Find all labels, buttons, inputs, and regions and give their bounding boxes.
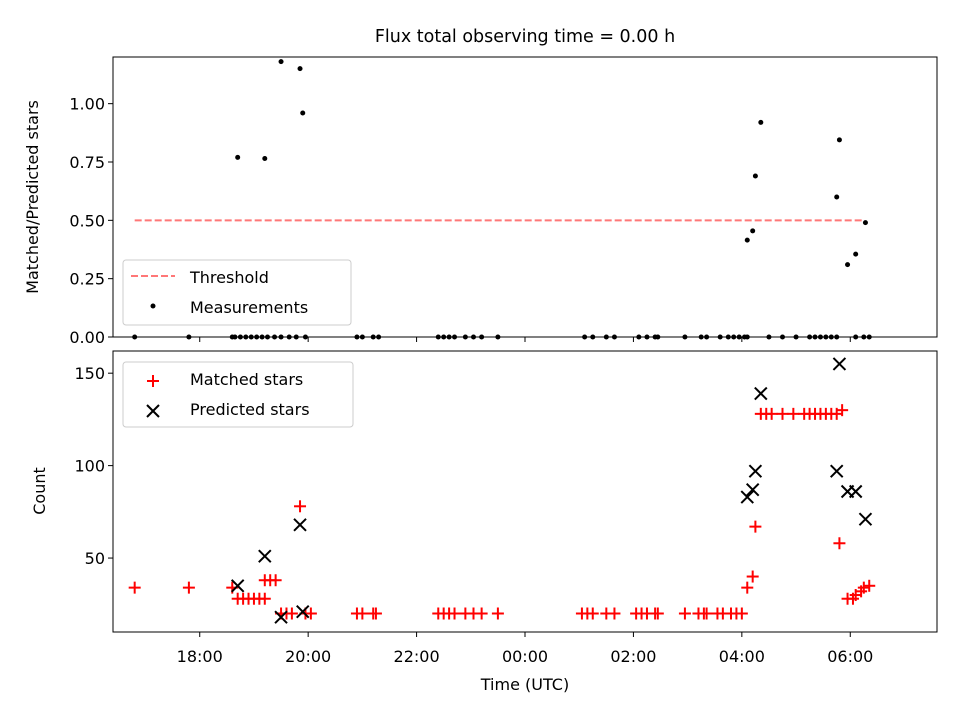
matched-star-point	[475, 607, 488, 620]
matched-star-point	[258, 592, 271, 605]
matched-star-point	[369, 607, 382, 620]
predicted-star-point	[858, 512, 873, 526]
legend-threshold-label: Threshold	[189, 268, 269, 287]
matched-star-point	[586, 607, 599, 620]
measurement-point	[752, 173, 758, 179]
measurement-point	[836, 137, 842, 143]
matched-star-point	[787, 407, 800, 420]
top-y-axis: 0.00 0.25 0.50 0.75 1.00	[69, 95, 113, 347]
predicted-star-point	[745, 482, 760, 497]
measurement-point	[744, 237, 750, 243]
bottom-x-tick-label: 20:00	[285, 647, 331, 666]
top-legend: Threshold Measurements	[122, 259, 352, 326]
top-y-tick-label: 0.75	[69, 153, 105, 172]
bottom-panel: 50 100 150 18:00 20:00 22:00 00:00 02:00 04:00 0…	[30, 350, 938, 694]
bottom-x-tick-label: 18:00	[177, 647, 223, 666]
top-y-tick-label: 0.50	[69, 211, 105, 230]
measurement-point	[758, 119, 764, 125]
matched-star-point	[776, 407, 789, 420]
bottom-y-tick-label: 100	[74, 457, 105, 476]
bottom-x-axis-label: Time (UTC)	[480, 675, 569, 694]
matched-star-point	[678, 607, 691, 620]
top-panel: 0.00 0.25 0.50 0.75 1.00 Matched/Predicted s…	[23, 56, 938, 347]
matched-star-point	[608, 607, 621, 620]
predicted-star-point	[274, 610, 288, 624]
bottom-legend-box	[122, 361, 354, 428]
legend-matched-swatch	[147, 375, 159, 387]
bottom-legend: Matched stars Predicted stars	[122, 361, 354, 428]
predicted-star-point	[754, 386, 768, 401]
matched-star-point	[749, 520, 762, 533]
matched-star-point	[491, 607, 504, 620]
legend-matched-label: Matched stars	[190, 370, 303, 389]
matched-star-point	[833, 537, 846, 550]
measurement-point	[235, 154, 241, 160]
matched-star-point	[651, 607, 664, 620]
legend-predicted-label: Predicted stars	[190, 400, 310, 419]
predicted-star-point	[848, 484, 863, 499]
top-y-tick-label: 1.00	[69, 95, 105, 114]
legend-measurements-label: Measurements	[190, 298, 308, 317]
matched-star-point	[741, 581, 754, 594]
measurement-point	[834, 194, 840, 200]
legend-predicted-swatch	[146, 404, 160, 418]
bottom-y-axis: 50 100 150	[74, 364, 113, 568]
matched-star-point	[294, 500, 307, 513]
matched-star-point	[285, 607, 298, 620]
top-x-axis	[199, 337, 851, 342]
predicted-star-point	[748, 464, 763, 478]
matched-star-point	[182, 581, 195, 594]
matched-star-point	[304, 607, 317, 620]
top-y-tick-label: 0.00	[69, 328, 105, 347]
measurement-point	[862, 220, 868, 226]
measurement-point	[300, 110, 306, 116]
bottom-plot-area	[128, 357, 876, 624]
measurement-point	[297, 66, 303, 72]
chart-title: Flux total observing time = 0.00 h	[375, 27, 675, 47]
bottom-y-tick-label: 50	[85, 549, 105, 568]
predicted-star-point	[230, 579, 245, 593]
matched-star-point	[746, 570, 759, 583]
top-y-axis-label: Matched/Predicted stars	[23, 100, 42, 294]
matched-star-point	[128, 581, 141, 594]
bottom-x-tick-label: 22:00	[394, 647, 440, 666]
bottom-x-axis: 18:00 20:00 22:00 00:00 02:00 04:00 06:00	[177, 632, 873, 666]
bottom-x-tick-label: 06:00	[827, 647, 873, 666]
predicted-star-point	[740, 490, 754, 504]
matched-star-point	[700, 607, 713, 620]
top-y-tick-label: 0.25	[69, 270, 105, 289]
predicted-star-point	[296, 604, 310, 619]
bottom-y-tick-label: 150	[74, 364, 105, 383]
measurement-point	[750, 228, 756, 234]
matched-star-point	[857, 581, 870, 594]
top-legend-box	[122, 259, 352, 326]
measurement-point	[845, 262, 851, 268]
measurement-point	[262, 156, 268, 161]
bottom-x-tick-label: 00:00	[502, 647, 548, 666]
bottom-x-tick-label: 02:00	[610, 647, 656, 666]
predicted-star-point	[293, 518, 307, 532]
matched-star-point	[448, 607, 461, 620]
matched-star-point	[356, 607, 369, 620]
matched-star-point	[269, 574, 282, 587]
legend-measurements-swatch	[150, 303, 156, 309]
predicted-star-point	[832, 357, 847, 371]
predicted-star-point	[258, 549, 272, 563]
measurement-point	[853, 251, 859, 257]
measurement-point	[278, 59, 284, 65]
matched-star-point	[765, 407, 778, 420]
matched-star-point	[863, 579, 876, 592]
matched-star-point	[735, 607, 748, 620]
predicted-star-point	[830, 464, 844, 478]
bottom-y-axis-label: Count	[30, 467, 49, 515]
matched-star-point	[836, 404, 849, 417]
bottom-x-tick-label: 04:00	[719, 647, 765, 666]
